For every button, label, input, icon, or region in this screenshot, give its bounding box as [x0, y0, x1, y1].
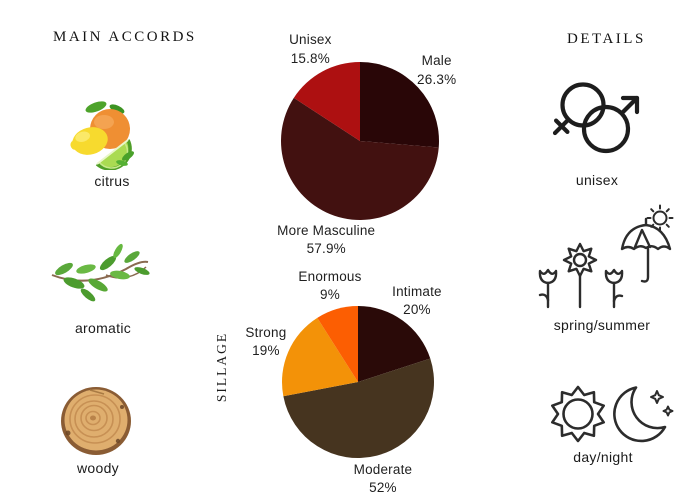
- lemon-fruit: [70, 127, 108, 155]
- male-symbol-circle: [581, 104, 631, 154]
- sillage-pie-chart: [282, 306, 435, 459]
- pie-slice-enormous: [317, 306, 358, 382]
- sparkle-stars: [650, 390, 674, 417]
- sun-shape: [551, 385, 605, 443]
- pie-slice-moderate: [283, 358, 435, 459]
- detail-label-unisex: unisex: [575, 172, 619, 188]
- citrus-fruits-icon: [70, 98, 136, 170]
- star-flower: [562, 242, 598, 278]
- details-title: DETAILS: [567, 31, 646, 47]
- accord-label-woody: woody: [77, 460, 119, 476]
- flowers-umbrella-sun-icon: [534, 203, 674, 313]
- tulip-right: [604, 268, 624, 285]
- sillage-axis-label: SILLAGE: [214, 331, 229, 403]
- pie-slice-strong: [282, 317, 358, 397]
- moon-crescent: [613, 386, 667, 443]
- pie-slice-male: [360, 62, 439, 148]
- pie-slice-intimate: [358, 306, 431, 382]
- small-sun: [646, 204, 674, 232]
- wood-slice-icon: [60, 385, 132, 457]
- accord-label-aromatic: aromatic: [74, 320, 132, 336]
- tulip-left: [538, 268, 558, 285]
- pie-slice-more-masculine: [281, 97, 439, 221]
- gender-unisex-icon: [549, 72, 641, 154]
- pie-slice-unisex: [293, 62, 360, 141]
- accord-label-citrus: citrus: [94, 173, 130, 189]
- gender-pie-chart: [281, 62, 439, 221]
- aromatic-sprig-icon: [48, 243, 153, 319]
- main-accords-title: MAIN ACCORDS: [53, 29, 197, 45]
- detail-label-spring-summer: spring/summer: [553, 317, 651, 333]
- detail-label-day-night: day/night: [573, 449, 633, 465]
- sun-and-moon-icon: [544, 380, 676, 448]
